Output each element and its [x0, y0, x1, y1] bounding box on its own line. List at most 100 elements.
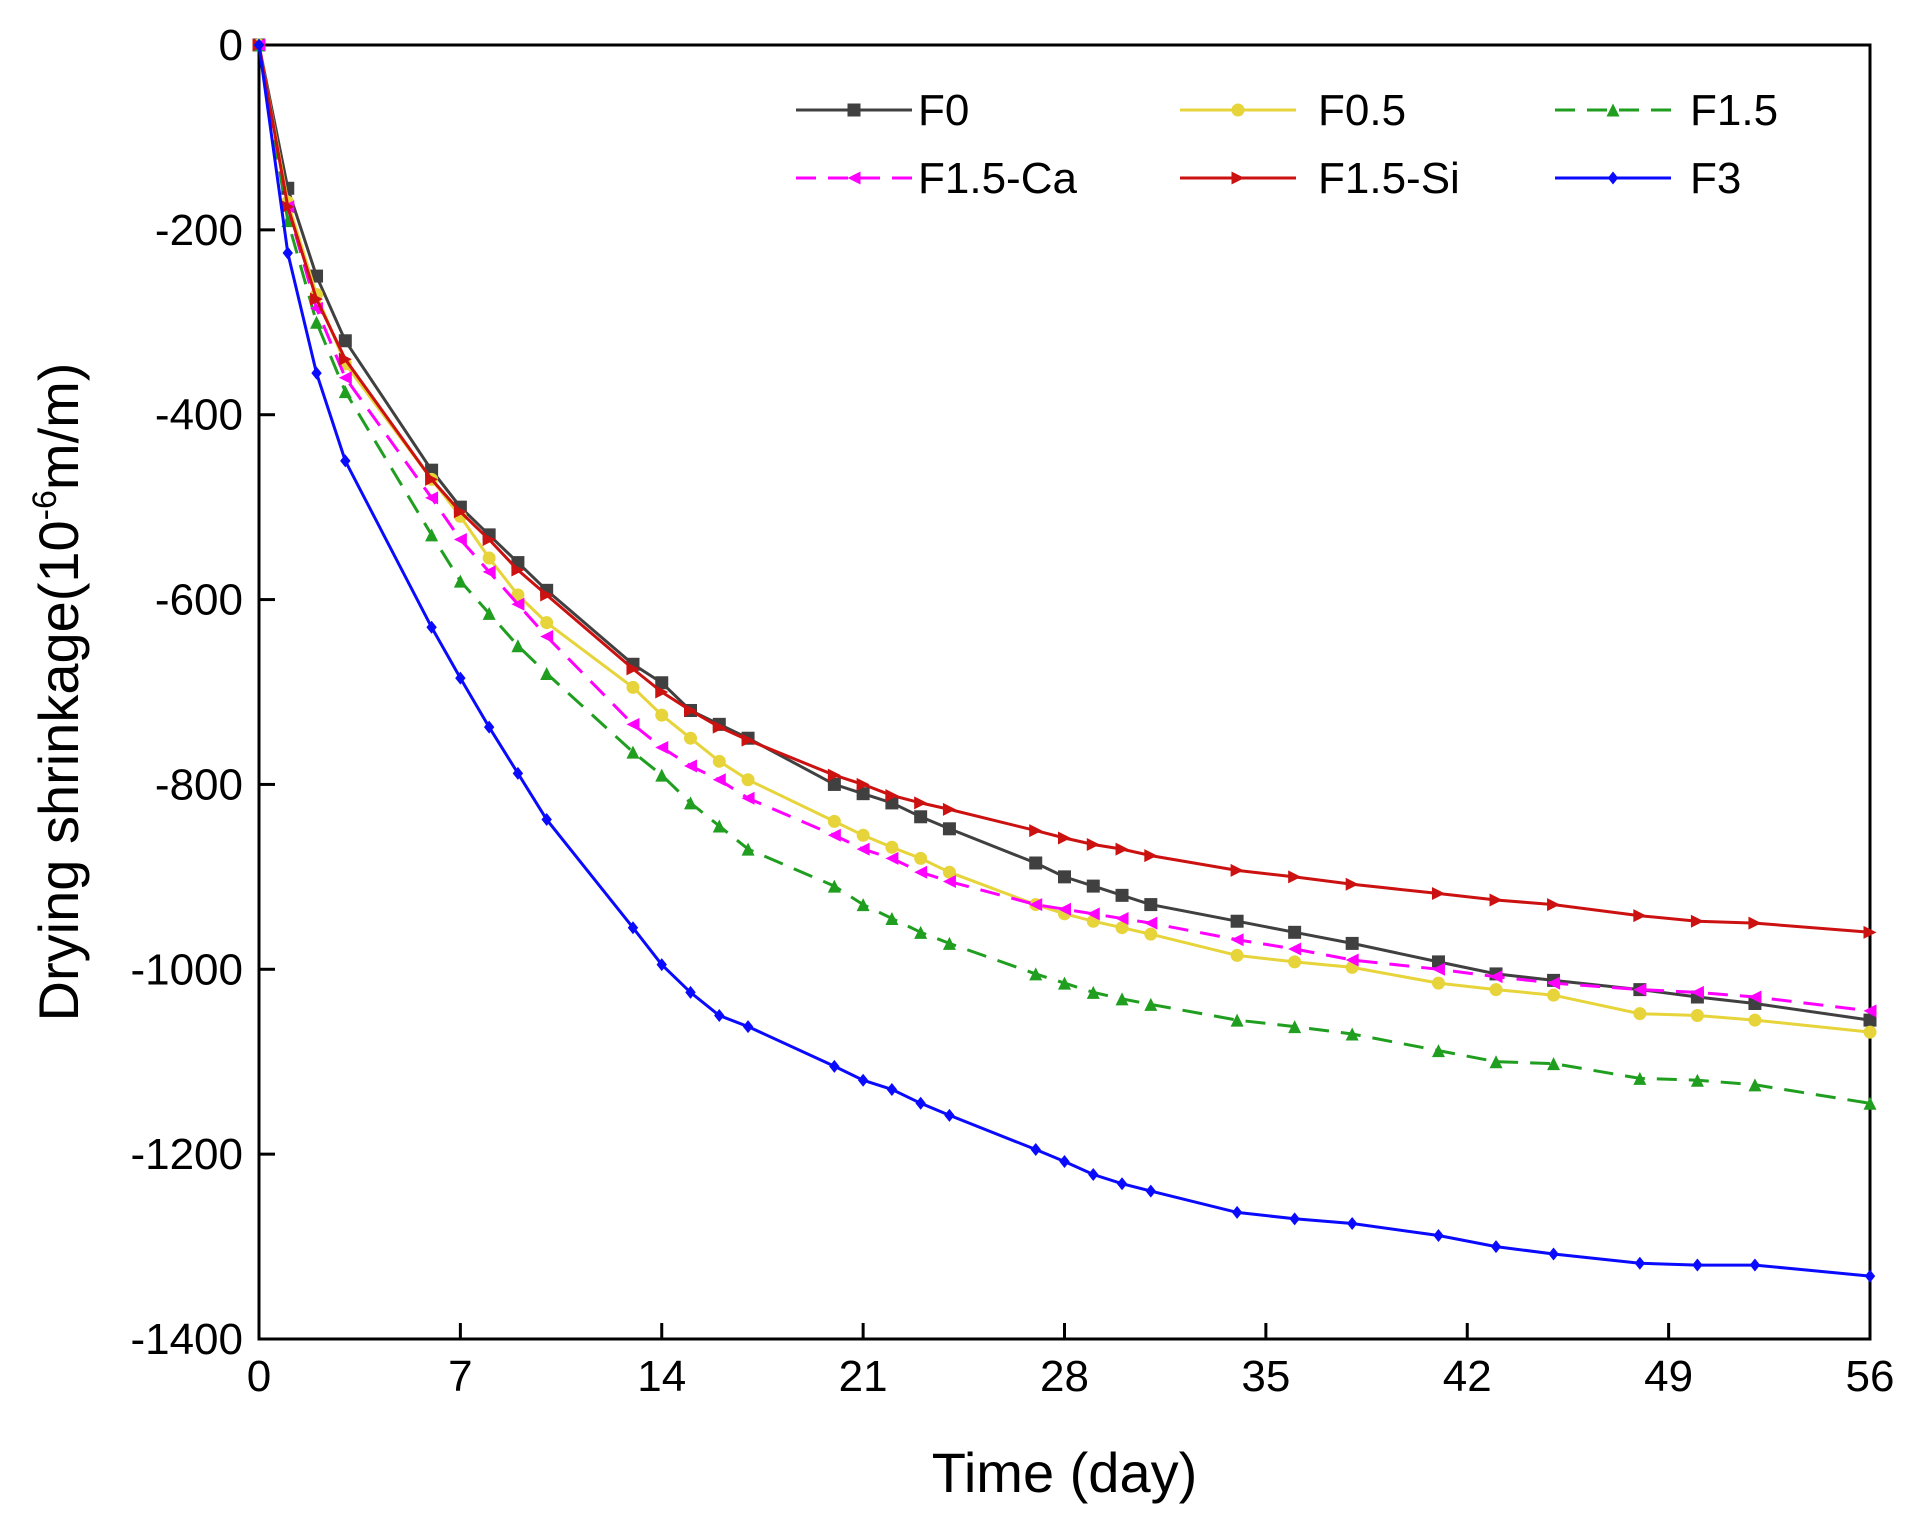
- data-point-f0-5: [827, 814, 841, 828]
- data-point-f0-5: [1144, 927, 1158, 941]
- data-point-f1-5-si: [712, 720, 726, 734]
- data-point-f0: [1288, 925, 1302, 939]
- data-point-f0-5: [684, 731, 698, 745]
- data-point-f1-5-si: [453, 505, 467, 519]
- series-f1-5: [252, 38, 1877, 1110]
- data-point-f0-5: [511, 588, 525, 602]
- data-point-f0-5: [1690, 1009, 1704, 1022]
- data-point-f1-5: [1863, 1096, 1877, 1110]
- data-point-f1-5: [1288, 1020, 1302, 1034]
- data-point-f0: [1058, 870, 1071, 884]
- data-point-f0-5: [626, 680, 640, 694]
- data-point-f1-5: [1345, 1027, 1359, 1041]
- data-point-f1-5-ca: [684, 759, 698, 773]
- legend-item-f0-5: F0.5: [1180, 86, 1406, 135]
- axes-layer: 0 7 14 21 28 35 42 49 56 0 -200 -400 -600 -800 -1000 -1…: [130, 21, 1894, 1401]
- legend-label-f1-5-ca: F1.5-Ca: [918, 154, 1077, 203]
- data-point-f1-5: [1748, 1078, 1762, 1092]
- data-point-f1-5: [741, 842, 755, 856]
- data-point-f0-5: [482, 551, 496, 565]
- series-f1-5-si: [252, 38, 1877, 939]
- data-point-f3: [1088, 1167, 1099, 1181]
- data-point-f3: [311, 366, 322, 380]
- data-point-f3: [742, 1020, 754, 1034]
- data-point-f1-5-ca: [1288, 942, 1302, 956]
- data-point-f1-5-si: [1431, 886, 1445, 900]
- data-point-f0-5: [885, 840, 899, 854]
- data-point-f1-5-si: [281, 200, 295, 214]
- data-point-f3: [1692, 1258, 1703, 1272]
- data-point-f1-5: [1029, 967, 1043, 981]
- data-point-f0-5: [1230, 948, 1244, 962]
- data-point-f1-5-si: [1345, 877, 1359, 891]
- data-point-f1-5-si: [914, 796, 928, 810]
- data-point-f1-5-ca: [540, 630, 554, 644]
- data-point-f0: [942, 822, 956, 836]
- series-line-f0: [257, 44, 1871, 1022]
- data-point-f1-5-ca: [1144, 916, 1158, 930]
- data-point-f1-5-ca: [655, 740, 669, 754]
- series-line-f3: [257, 44, 1871, 1278]
- data-point-f0: [338, 334, 352, 348]
- data-point-f0-5: [712, 754, 726, 768]
- data-point-f1-5-ca: [1058, 902, 1071, 916]
- legend-label-f1-5: F1.5: [1690, 86, 1778, 135]
- data-point-f1-5-ca: [885, 851, 899, 865]
- x-axis-title: Time (day): [932, 1441, 1198, 1504]
- data-point-f1-5-ca: [1863, 1004, 1877, 1018]
- data-point-f1-5-si: [1115, 842, 1129, 856]
- y-tick-label: -800: [155, 760, 243, 809]
- data-point-f3: [685, 985, 696, 999]
- x-tick-label: 42: [1443, 1352, 1492, 1401]
- data-point-f1-5-si: [856, 777, 870, 791]
- data-point-f1-5: [1144, 997, 1158, 1011]
- data-point-f1-5-si: [425, 472, 439, 486]
- data-point-f3: [1749, 1258, 1761, 1272]
- data-point-f0: [1144, 898, 1158, 912]
- y-axis-title: Drying shrinkage(10-6m/m): [26, 363, 90, 1022]
- legend-label-f3: F3: [1690, 154, 1741, 203]
- x-tick-label: 0: [247, 1352, 271, 1401]
- data-point-f1-5: [1633, 1071, 1647, 1085]
- data-point-f1-5: [425, 528, 439, 542]
- data-point-f1-5: [1115, 992, 1129, 1006]
- data-point-f0-5: [1748, 1013, 1762, 1027]
- data-point-f0-5: [1633, 1007, 1647, 1021]
- x-tick-label: 49: [1644, 1352, 1693, 1401]
- data-point-f1-5-si: [1690, 914, 1704, 928]
- data-point-f3: [1231, 1205, 1243, 1219]
- data-point-f3: [1864, 1269, 1876, 1283]
- data-point-f3: [1145, 1184, 1157, 1198]
- data-point-f3: [541, 813, 552, 827]
- data-point-f1-5-si: [1086, 838, 1100, 852]
- y-tick-label: -1200: [130, 1130, 243, 1179]
- data-point-f0-5: [1431, 976, 1445, 990]
- data-point-f1-5-si: [1489, 893, 1503, 907]
- data-point-f1-5: [453, 574, 467, 588]
- data-point-f1-5: [942, 936, 956, 950]
- data-point-f1-5: [511, 639, 525, 653]
- data-point-f1-5-ca: [712, 773, 726, 787]
- data-point-f0: [1863, 1013, 1877, 1027]
- legend-item-f1-5-si: F1.5-Si: [1180, 154, 1460, 203]
- data-point-f1-5-si: [511, 563, 525, 577]
- legend-item-f3: F3: [1555, 154, 1741, 203]
- data-point-f3: [627, 921, 639, 935]
- data-point-f1-5-ca: [626, 717, 640, 731]
- data-point-f1-5: [482, 606, 496, 620]
- data-point-f1-5-ca: [741, 791, 755, 805]
- data-point-f0: [655, 676, 669, 690]
- legend-item-f1-5-ca: F1.5-Ca: [796, 154, 1077, 203]
- y-axis-title-unit: m/m): [27, 363, 90, 491]
- data-point-f3: [340, 454, 351, 468]
- data-point-f1-5-si: [1230, 863, 1244, 877]
- data-point-f1-5: [655, 768, 669, 782]
- legend-marker-f0: [847, 103, 861, 117]
- data-point-f1-5-si: [1288, 870, 1302, 884]
- data-point-f1-5: [1086, 985, 1100, 999]
- series-f3: [253, 38, 1876, 1283]
- series-line-f1-5-ca: [257, 44, 1871, 1013]
- data-point-f1-5-ca: [338, 371, 352, 385]
- series-line-f1-5: [257, 44, 1871, 1105]
- data-point-f1-5-ca: [827, 828, 841, 842]
